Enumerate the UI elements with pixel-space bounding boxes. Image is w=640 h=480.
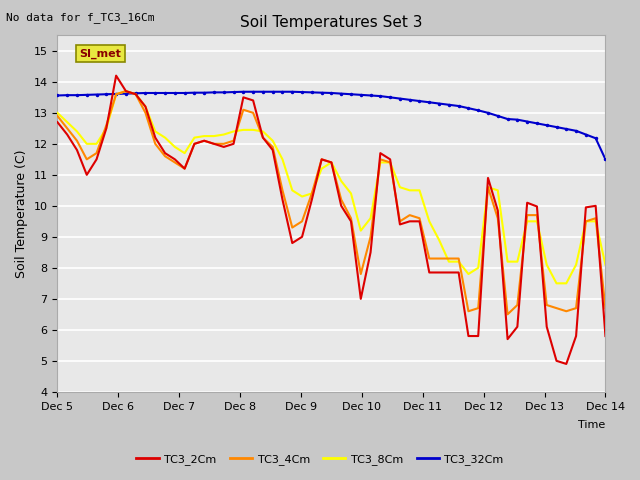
- Text: No data for f_TC3_16Cm: No data for f_TC3_16Cm: [6, 12, 155, 23]
- Y-axis label: Soil Temperature (C): Soil Temperature (C): [15, 149, 28, 278]
- Text: Time: Time: [578, 420, 605, 431]
- Legend: TC3_2Cm, TC3_4Cm, TC3_8Cm, TC3_32Cm: TC3_2Cm, TC3_4Cm, TC3_8Cm, TC3_32Cm: [132, 450, 508, 469]
- Title: Soil Temperatures Set 3: Soil Temperatures Set 3: [240, 15, 422, 30]
- Text: SI_met: SI_met: [79, 49, 121, 59]
